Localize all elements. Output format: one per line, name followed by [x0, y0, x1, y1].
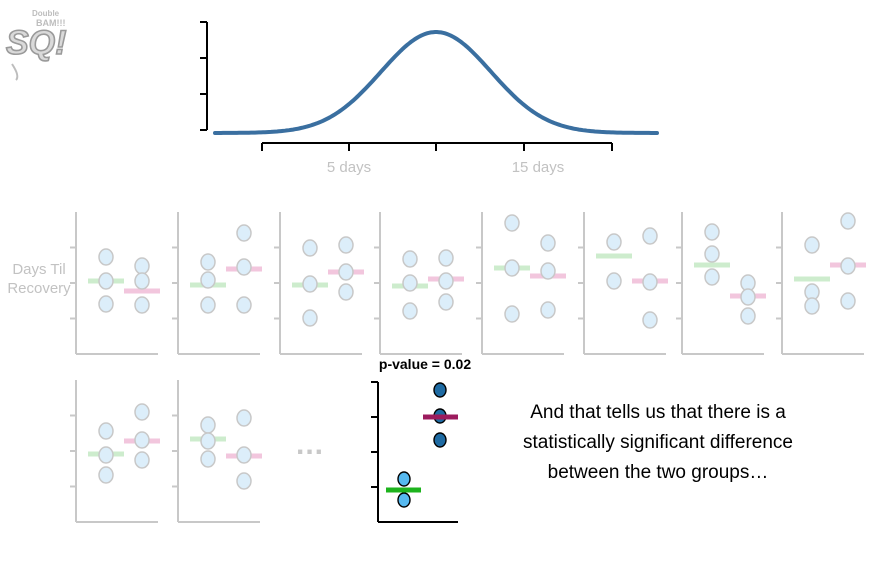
panel-point-b: [134, 257, 150, 275]
panel-point-a: [200, 432, 216, 450]
panel-point-a: [302, 239, 318, 257]
group-b-point: [433, 382, 447, 398]
group-a-point: [397, 492, 411, 508]
experiment-panel-7: [676, 212, 766, 355]
panel-point-a: [504, 259, 520, 277]
caption-text: And that tells us that there is a statis…: [523, 402, 793, 483]
panel-point-a: [200, 416, 216, 434]
panel-point-a: [98, 422, 114, 440]
panel-point-a: [98, 295, 114, 313]
group-b-point: [433, 432, 447, 448]
panel-point-a: [302, 275, 318, 293]
panel-point-a: [606, 272, 622, 290]
panel-point-a: [98, 272, 114, 290]
experiment-panel-4: [374, 212, 464, 355]
panel-point-b: [840, 212, 856, 230]
panel-point-a: [200, 450, 216, 468]
logo-small-text-1: Double: [32, 9, 60, 18]
logo-small-text-2: BAM!!!: [36, 18, 66, 28]
panel-point-b: [540, 234, 556, 252]
panel-point-a: [804, 236, 820, 254]
statquest-logo: SQ! Double BAM!!!: [5, 9, 67, 81]
experiment-panels: [70, 212, 866, 523]
panel-point-a: [804, 297, 820, 315]
panel-point-a: [402, 250, 418, 268]
experiment-panel-6: [578, 212, 668, 355]
panel-point-a: [200, 296, 216, 314]
panel-point-b: [134, 272, 150, 290]
panel-point-a: [302, 309, 318, 327]
panel-point-a: [98, 248, 114, 266]
panel-point-a: [98, 466, 114, 484]
experiment-panel-5: [476, 212, 566, 355]
panel-point-b: [438, 272, 454, 290]
panel-point-b: [642, 227, 658, 245]
highlighted-panel: [371, 381, 458, 523]
panel-point-a: [504, 214, 520, 232]
panel-point-b: [236, 296, 252, 314]
panel-point-a: [200, 271, 216, 289]
distribution-plot: 5 days 15 days: [200, 21, 659, 176]
group-a-point: [397, 471, 411, 487]
panel-point-b: [740, 288, 756, 306]
panel-point-a: [704, 245, 720, 263]
panel-point-b: [134, 431, 150, 449]
panel-point-b: [236, 446, 252, 464]
panel-point-a: [606, 233, 622, 251]
panel-point-a: [98, 446, 114, 464]
panel-point-b: [134, 451, 150, 469]
x-tick-label-5-days: 5 days: [327, 159, 371, 176]
panel-point-a: [704, 223, 720, 241]
panel-point-b: [338, 283, 354, 301]
panel-point-a: [704, 268, 720, 286]
panel-point-b: [740, 307, 756, 325]
experiment-panel-8: [776, 212, 866, 355]
x-tick-label-15-days: 15 days: [512, 159, 565, 176]
normal-distribution-curve: [213, 30, 659, 135]
panel-point-b: [134, 296, 150, 314]
panel-point-b: [438, 293, 454, 311]
panel-point-b: [338, 236, 354, 254]
panel-point-a: [200, 253, 216, 271]
panel-point-b: [540, 262, 556, 280]
logo-big-text: SQ!: [6, 24, 66, 62]
panel-point-b: [642, 311, 658, 329]
logo-swoosh: [11, 63, 19, 81]
panel-point-b: [338, 263, 354, 281]
panel-point-b: [438, 249, 454, 267]
experiment-panel-3: [274, 212, 364, 355]
experiment-panel-2: [172, 212, 262, 355]
experiment-panel-9: [70, 380, 160, 523]
panel-point-b: [134, 403, 150, 421]
panel-point-b: [236, 258, 252, 276]
experiment-panel-1: [70, 212, 160, 355]
panel-point-b: [840, 257, 856, 275]
panel-point-a: [402, 274, 418, 292]
panel-point-b: [236, 472, 252, 490]
panel-point-a: [504, 305, 520, 323]
panel-point-b: [840, 292, 856, 310]
panel-point-b: [642, 273, 658, 291]
panel-point-a: [402, 302, 418, 320]
y-axis-label: Days Til Recovery: [7, 261, 71, 297]
experiment-panel-10: [172, 380, 262, 523]
p-value-label: p-value = 0.02: [378, 356, 472, 372]
panel-point-b: [236, 409, 252, 427]
ellipsis: ...: [296, 428, 325, 461]
panel-point-b: [236, 224, 252, 242]
panel-point-b: [540, 301, 556, 319]
